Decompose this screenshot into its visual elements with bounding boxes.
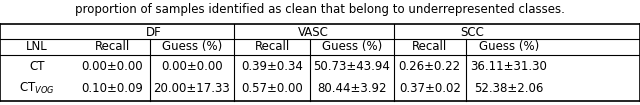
Text: Guess (%): Guess (%) xyxy=(479,40,539,53)
Text: $\mathrm{CT}_{VOG}$: $\mathrm{CT}_{VOG}$ xyxy=(19,81,54,96)
Text: 0.57±0.00: 0.57±0.00 xyxy=(241,82,303,95)
Text: 50.73±43.94: 50.73±43.94 xyxy=(314,60,390,73)
Text: 0.26±0.22: 0.26±0.22 xyxy=(399,60,461,73)
Text: Guess (%): Guess (%) xyxy=(322,40,382,53)
Text: Recall: Recall xyxy=(94,40,130,53)
Text: Recall: Recall xyxy=(254,40,290,53)
Text: Guess (%): Guess (%) xyxy=(162,40,222,53)
Text: 0.10±0.09: 0.10±0.09 xyxy=(81,82,143,95)
Text: 0.00±0.00: 0.00±0.00 xyxy=(161,60,223,73)
Text: 52.38±2.06: 52.38±2.06 xyxy=(474,82,543,95)
Text: DF: DF xyxy=(146,26,161,39)
Text: 80.44±3.92: 80.44±3.92 xyxy=(317,82,387,95)
Text: 0.00±0.00: 0.00±0.00 xyxy=(81,60,143,73)
Text: CT: CT xyxy=(29,60,45,73)
Text: 0.37±0.02: 0.37±0.02 xyxy=(399,82,461,95)
Text: Recall: Recall xyxy=(412,40,447,53)
Text: 0.39±0.34: 0.39±0.34 xyxy=(241,60,303,73)
Text: 36.11±31.30: 36.11±31.30 xyxy=(470,60,547,73)
Text: proportion of samples identified as clean that belong to underrepresented classe: proportion of samples identified as clea… xyxy=(75,3,565,16)
Text: SCC: SCC xyxy=(461,26,484,39)
Text: VASC: VASC xyxy=(298,26,329,39)
Text: LNL: LNL xyxy=(26,40,47,53)
Text: 20.00±17.33: 20.00±17.33 xyxy=(154,82,230,95)
